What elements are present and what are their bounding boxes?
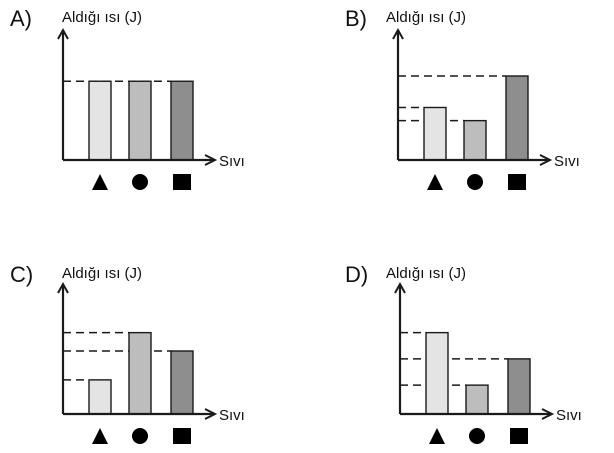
y-axis-arrow: [57, 27, 69, 40]
y-axis-arrow: [57, 281, 69, 294]
y-axis-label: Aldığı ısı (J): [62, 265, 142, 282]
bar-1: [423, 106, 447, 161]
triangle-symbol-icon: [92, 174, 108, 190]
bar-1: [88, 80, 112, 161]
x-axis-label: Sıvı: [554, 153, 580, 170]
square-symbol-icon: [173, 174, 191, 190]
square-symbol-icon: [510, 428, 528, 444]
bar-3: [170, 350, 194, 415]
x-axis-arrow: [204, 154, 218, 166]
option-letter: A): [10, 6, 32, 31]
circle-symbol-icon: [467, 174, 483, 190]
bar-2: [128, 80, 152, 161]
circle-symbol-icon: [132, 174, 148, 190]
triangle-symbol-icon: [429, 428, 445, 444]
option-letter: D): [345, 262, 368, 287]
y-axis-label: Aldığı ısı (J): [386, 9, 466, 26]
y-axis-arrow: [392, 27, 404, 40]
triangle-symbol-icon: [427, 174, 443, 190]
circle-symbol-icon: [132, 428, 148, 444]
bar-3: [505, 75, 529, 161]
square-symbol-icon: [173, 428, 191, 444]
bar-2: [463, 119, 487, 161]
bar-3: [170, 80, 194, 161]
y-axis-arrow: [394, 281, 406, 294]
bar-3: [507, 358, 531, 415]
x-axis-label: Sıvı: [219, 407, 245, 424]
x-axis-label: Sıvı: [219, 153, 245, 170]
x-axis-label: Sıvı: [556, 407, 582, 424]
circle-symbol-icon: [469, 428, 485, 444]
triangle-symbol-icon: [92, 428, 108, 444]
bar-1: [425, 331, 449, 415]
bar-2: [465, 384, 489, 415]
option-letter: B): [345, 6, 367, 31]
y-axis-label: Aldığı ısı (J): [62, 9, 142, 26]
square-symbol-icon: [508, 174, 526, 190]
bar-2: [128, 331, 152, 415]
bar-1: [88, 379, 112, 415]
x-axis-arrow: [539, 154, 553, 166]
x-axis-arrow: [204, 408, 218, 420]
option-letter: C): [10, 262, 33, 287]
x-axis-arrow: [541, 408, 555, 420]
y-axis-label: Aldığı ısı (J): [386, 265, 466, 282]
